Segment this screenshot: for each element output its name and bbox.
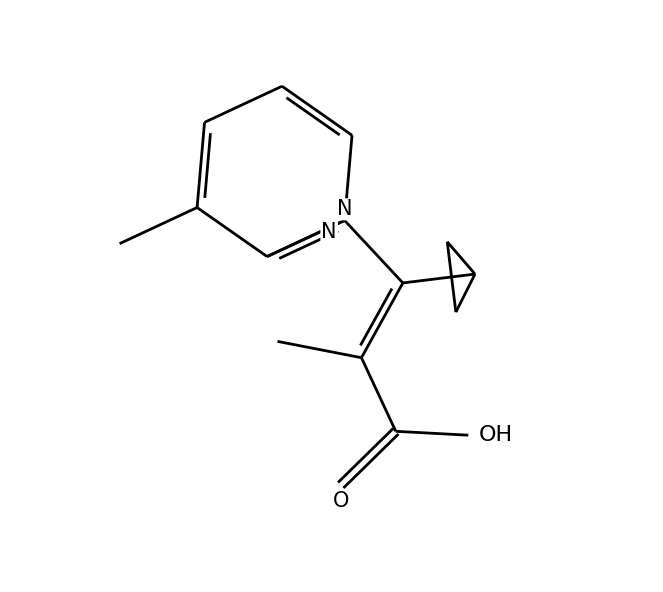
- Text: N: N: [337, 200, 352, 219]
- Text: OH: OH: [479, 425, 512, 445]
- Text: O: O: [333, 491, 349, 511]
- Text: N: N: [322, 221, 337, 242]
